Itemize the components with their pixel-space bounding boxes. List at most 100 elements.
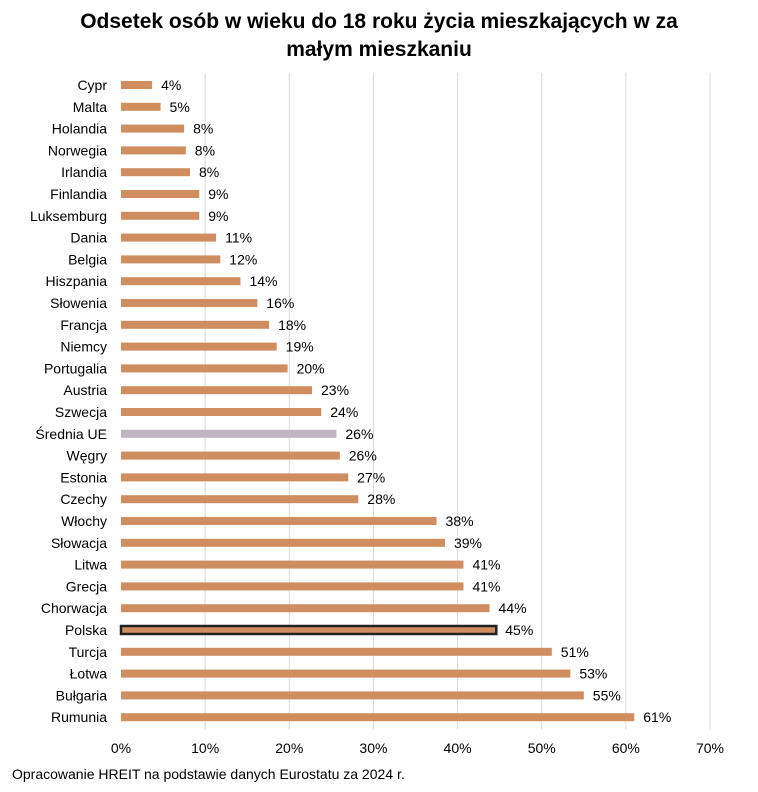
data-label: 14% <box>249 273 277 289</box>
category-label: Chorwacja <box>41 600 107 616</box>
category-label: Rumunia <box>51 709 107 725</box>
category-label: Średnia UE <box>35 425 107 442</box>
data-label: 39% <box>454 535 482 551</box>
data-label: 8% <box>193 121 213 137</box>
category-label: Finlandia <box>50 186 107 202</box>
data-label: 9% <box>208 186 228 202</box>
bar <box>121 451 340 460</box>
x-tick-label: 40% <box>444 740 472 756</box>
data-label: 19% <box>286 339 314 355</box>
category-label: Francja <box>60 317 107 333</box>
category-label: Austria <box>63 382 107 398</box>
x-tick-label: 30% <box>359 740 387 756</box>
bar <box>121 386 313 395</box>
chart-title-line-2: małym mieszkaniu <box>286 38 472 61</box>
bar <box>121 81 153 89</box>
category-label: Węgry <box>67 448 107 464</box>
data-label: 53% <box>579 666 607 682</box>
category-label: Szwecja <box>55 404 107 420</box>
data-label: 24% <box>330 404 358 420</box>
bar-highlighted <box>119 624 498 636</box>
bar <box>121 582 464 591</box>
x-tick-label: 60% <box>612 740 640 756</box>
bar <box>121 320 270 329</box>
bar-eu-average <box>121 429 337 438</box>
category-label: Irlandia <box>61 164 107 180</box>
data-label: 55% <box>593 687 621 703</box>
bar <box>121 299 258 307</box>
data-label: 23% <box>321 382 349 398</box>
category-label: Czechy <box>60 491 107 507</box>
bar <box>121 560 464 569</box>
data-label: 4% <box>161 77 181 93</box>
data-label: 38% <box>446 513 474 529</box>
x-tick-label: 20% <box>275 740 303 756</box>
category-label: Łotwa <box>70 666 108 682</box>
bar <box>121 647 552 656</box>
data-label: 26% <box>345 426 373 442</box>
category-label: Niemcy <box>60 339 107 355</box>
data-label: 44% <box>499 600 527 616</box>
data-label: 61% <box>643 709 671 725</box>
category-label: Norwegia <box>48 142 107 158</box>
data-label: 27% <box>357 469 385 485</box>
category-label: Grecja <box>66 578 107 594</box>
category-label: Belgia <box>68 251 107 267</box>
chart-title-line-1: Odsetek osób w wieku do 18 roku życia mi… <box>80 10 678 33</box>
category-label: Portugalia <box>44 360 107 376</box>
data-label: 18% <box>278 317 306 333</box>
bar <box>121 517 437 525</box>
category-label: Słowacja <box>51 535 107 551</box>
bar <box>121 604 490 613</box>
category-label: Bułgaria <box>56 687 108 703</box>
data-label: 28% <box>367 491 395 507</box>
bar <box>121 408 322 416</box>
x-tick-label: 70% <box>696 740 724 756</box>
data-label: 20% <box>297 360 325 376</box>
data-label: 16% <box>266 295 294 311</box>
data-label: 9% <box>208 208 228 224</box>
data-label: 41% <box>472 557 500 573</box>
bar <box>121 691 584 700</box>
bar <box>121 146 186 155</box>
category-label: Polska <box>65 622 107 638</box>
bar <box>121 364 288 373</box>
category-label: Słowenia <box>50 295 107 311</box>
bar <box>121 473 349 482</box>
category-label: Włochy <box>61 513 107 529</box>
x-tick-label: 0% <box>111 740 131 756</box>
bar <box>121 168 190 177</box>
category-label: Luksemburg <box>30 208 107 224</box>
data-label: 45% <box>505 622 533 638</box>
data-label: 8% <box>199 164 219 180</box>
data-label: 8% <box>195 142 215 158</box>
source-footnote: Opracowanie HREIT na podstawie danych Eu… <box>12 766 405 782</box>
bar <box>121 538 445 547</box>
category-label: Holandia <box>52 121 107 137</box>
category-label: Estonia <box>60 469 107 485</box>
category-label: Litwa <box>74 557 107 573</box>
category-label: Dania <box>70 230 107 246</box>
bar <box>121 124 185 133</box>
x-tick-label: 50% <box>528 740 556 756</box>
bar <box>121 190 200 198</box>
data-label: 51% <box>561 644 589 660</box>
bar <box>121 255 221 264</box>
data-label: 12% <box>229 251 257 267</box>
bar <box>121 495 359 504</box>
x-tick-label: 10% <box>191 740 219 756</box>
bar <box>121 669 571 678</box>
category-label: Malta <box>73 99 107 115</box>
bar <box>121 211 200 220</box>
category-label: Turcja <box>69 644 108 660</box>
data-label: 11% <box>225 230 252 246</box>
bar <box>121 102 161 111</box>
category-label: Hiszpania <box>46 273 108 289</box>
data-label: 5% <box>170 99 190 115</box>
bar <box>121 713 635 722</box>
bar <box>121 277 241 286</box>
category-label: Cypr <box>77 77 107 93</box>
data-label: 26% <box>349 448 377 464</box>
chart-title: Odsetek osób w wieku do 18 roku życia mi… <box>0 8 758 64</box>
